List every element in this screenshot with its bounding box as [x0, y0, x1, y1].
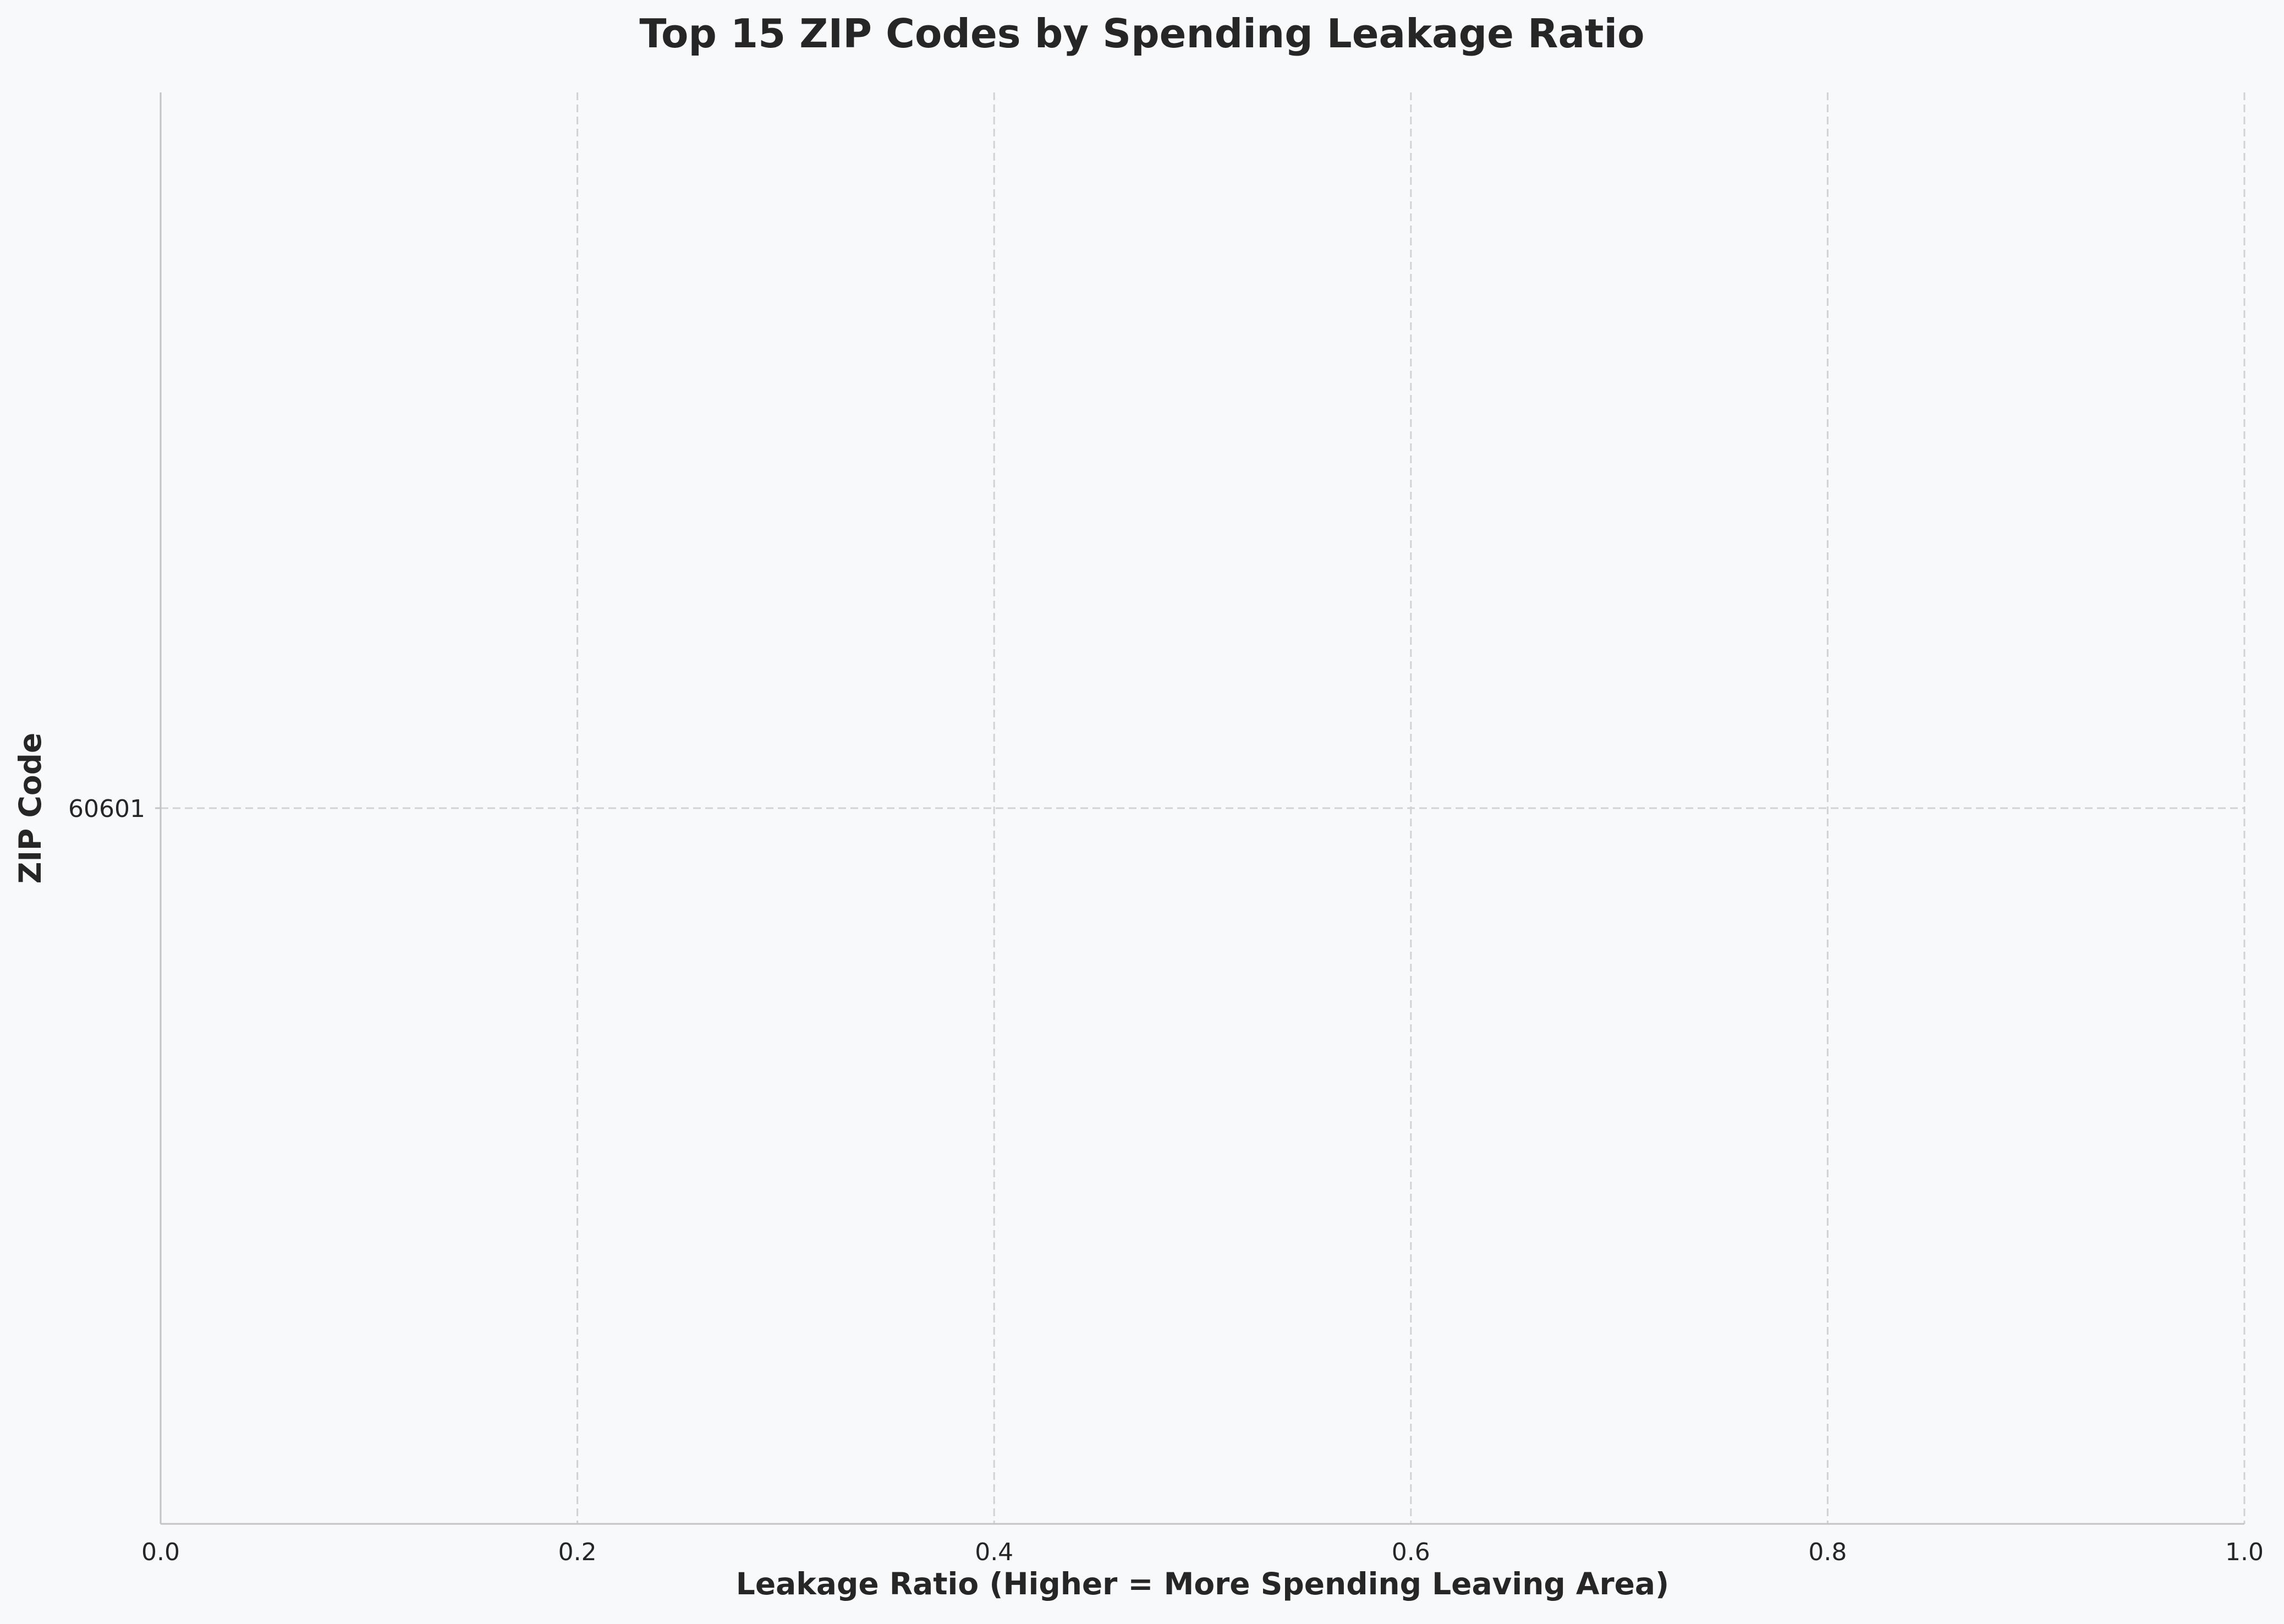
x-tick-label: 0.6	[1392, 1538, 1430, 1566]
x-tick-label: 0.0	[141, 1538, 180, 1566]
grid-lines	[161, 92, 2245, 1524]
x-axis-label: Leakage Ratio (Higher = More Spending Le…	[736, 1566, 1669, 1601]
x-tick-label: 0.2	[558, 1538, 597, 1566]
y-tick-label: 60601	[68, 795, 145, 823]
x-tick-label: 0.8	[1808, 1538, 1847, 1566]
y-axis-label: ZIP Code	[13, 733, 48, 884]
x-tick-label: 1.0	[2225, 1538, 2264, 1566]
chart-title: Top 15 ZIP Codes by Spending Leakage Rat…	[639, 10, 1644, 57]
x-axis-ticks: 0.0 0.2 0.4 0.6 0.8 1.0	[141, 1538, 2264, 1566]
x-tick-label: 0.4	[975, 1538, 1013, 1566]
y-axis-ticks: 60601	[68, 795, 161, 823]
